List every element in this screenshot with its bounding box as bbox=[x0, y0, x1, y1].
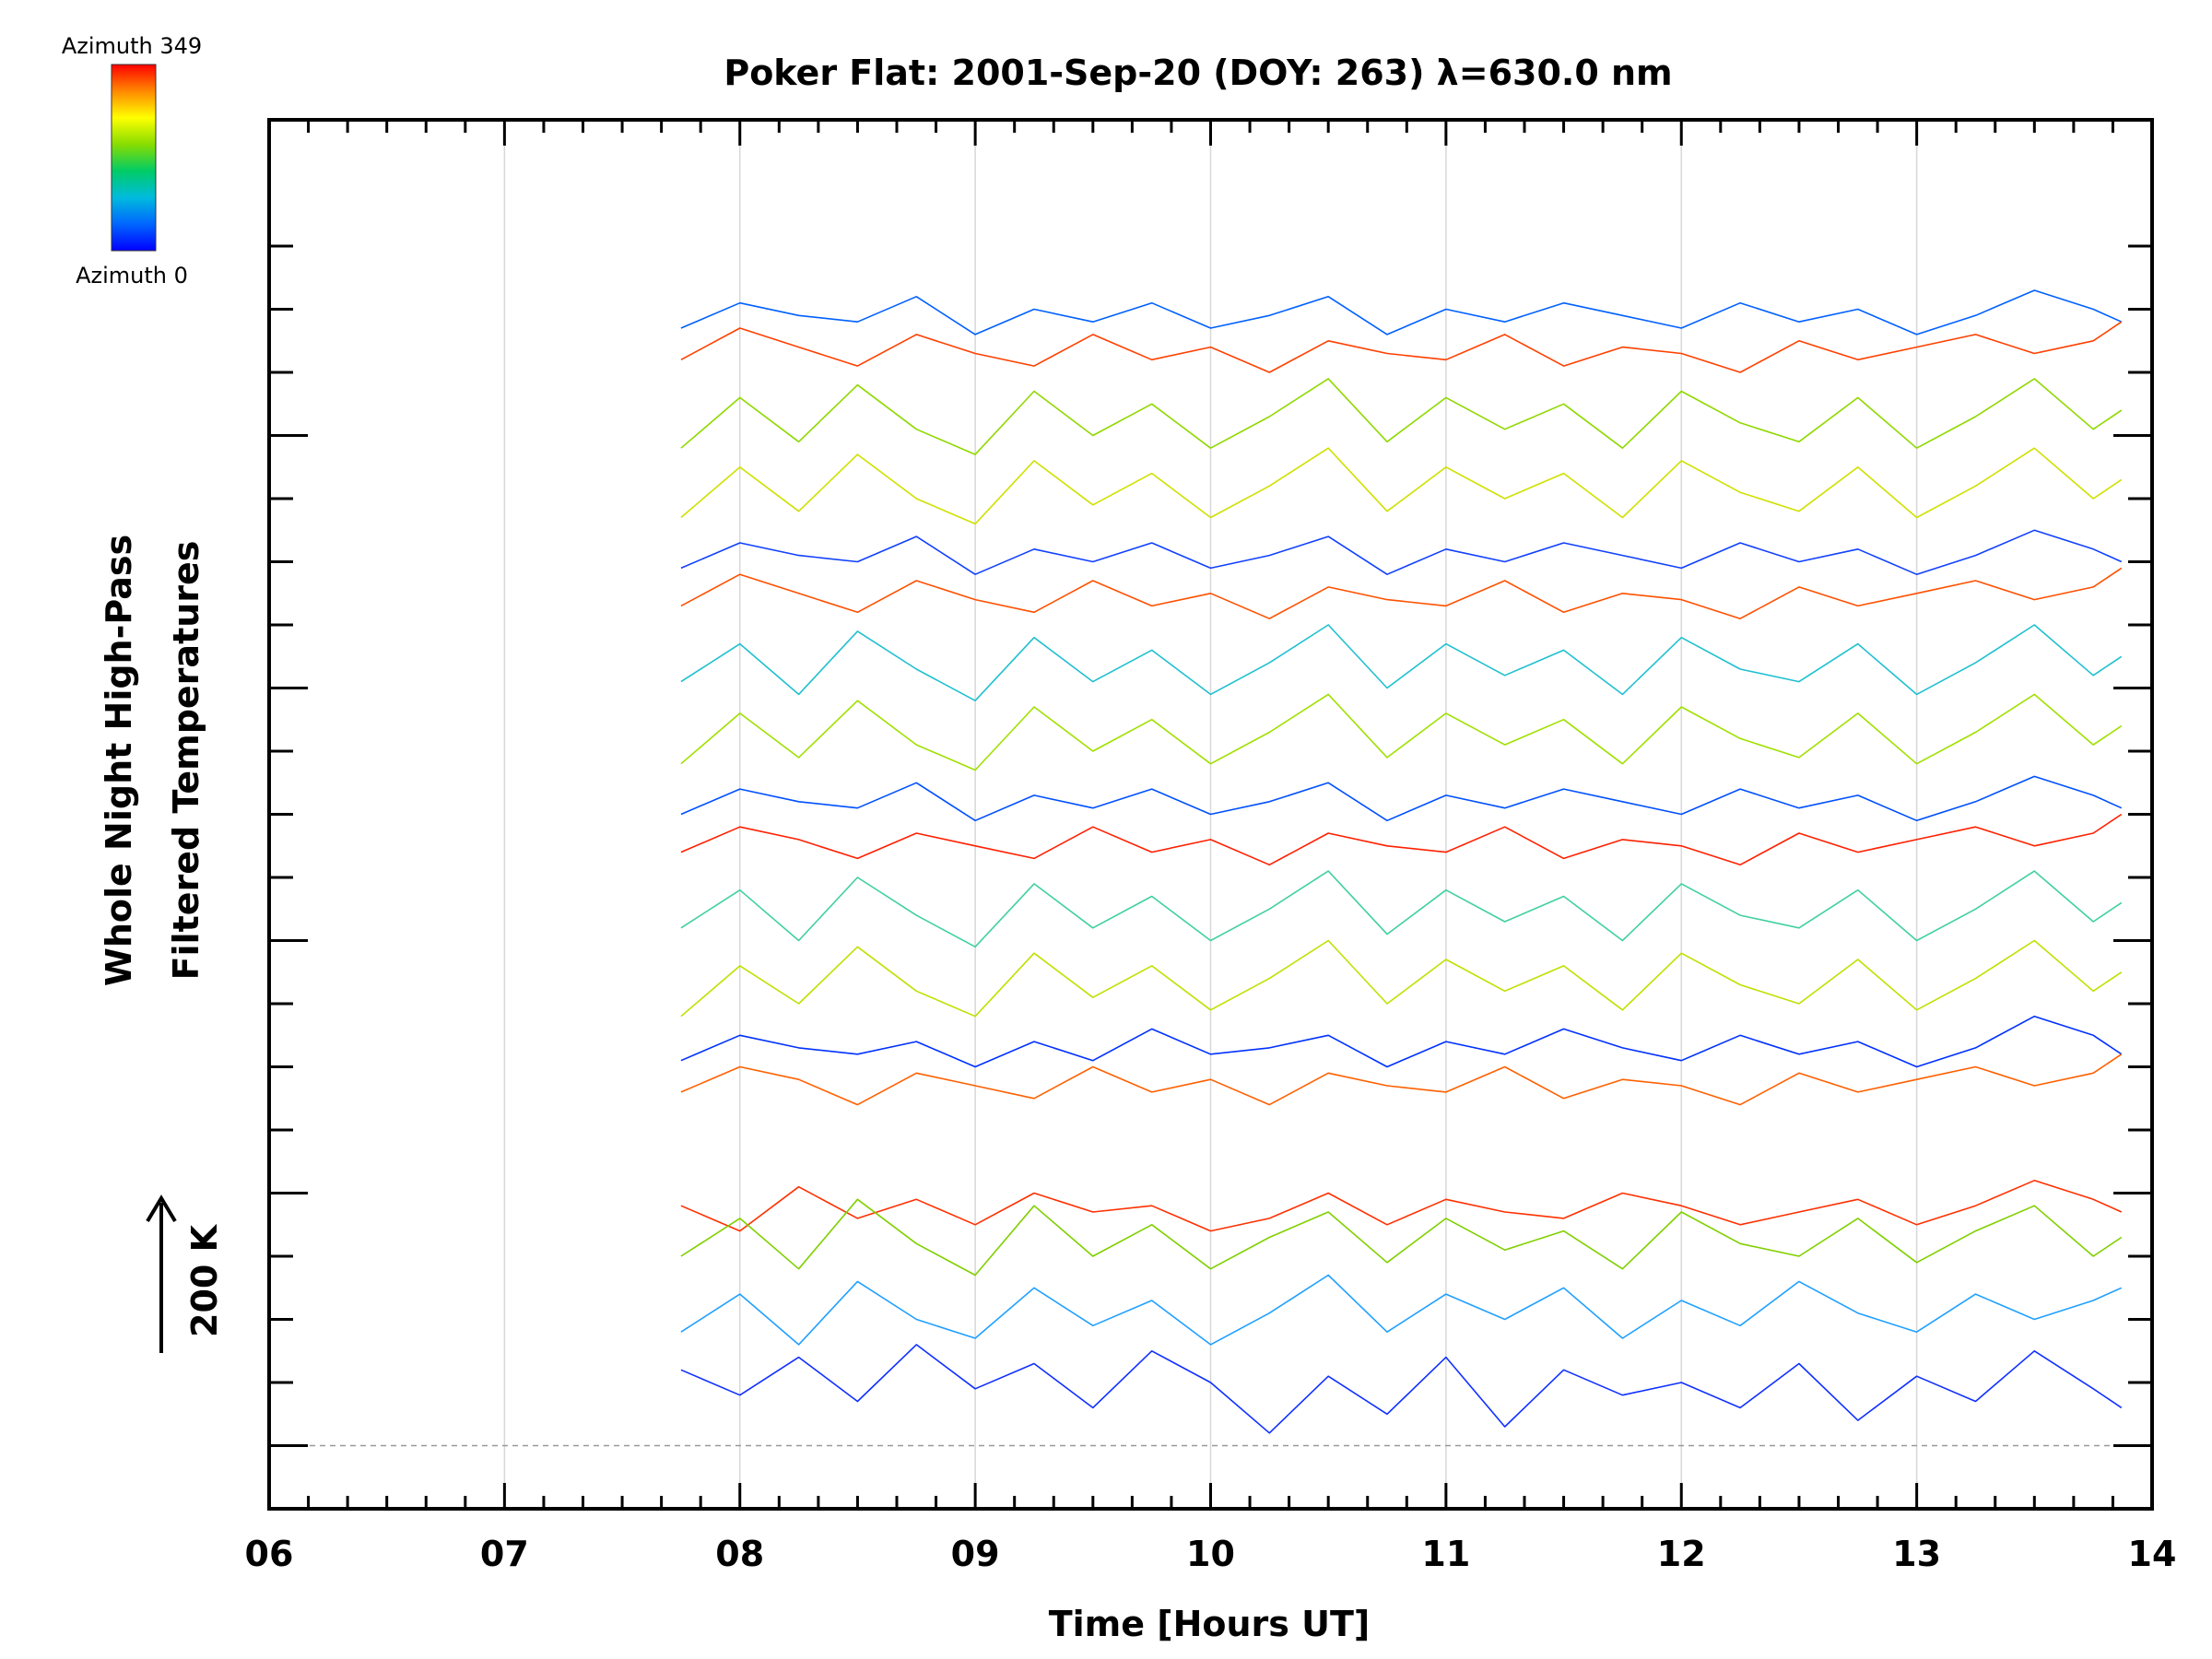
series-line bbox=[680, 775, 2123, 822]
x-tick-label: 06 bbox=[245, 1534, 294, 1574]
x-tick-label: 12 bbox=[1657, 1534, 1706, 1574]
y-axis-label-line1: Whole Night High-Pass bbox=[99, 535, 139, 986]
colorbar-bottom-label: Azimuth 0 bbox=[76, 263, 188, 288]
scale-label: 200 K bbox=[184, 1223, 225, 1337]
x-tick-label: 09 bbox=[951, 1534, 1000, 1574]
series-line bbox=[680, 870, 2123, 948]
x-tick-label: 10 bbox=[1186, 1534, 1235, 1574]
series-line bbox=[680, 693, 2123, 771]
series-line bbox=[680, 1274, 2123, 1346]
series-line bbox=[680, 1053, 2123, 1106]
series-line bbox=[680, 1198, 2123, 1277]
series-line bbox=[680, 1344, 2123, 1434]
colorbar-top-label: Azimuth 349 bbox=[62, 33, 202, 59]
series-line bbox=[680, 567, 2123, 620]
series-line bbox=[680, 289, 2123, 335]
series-line bbox=[680, 624, 2123, 702]
x-tick-label: 07 bbox=[480, 1534, 529, 1574]
x-tick-label: 11 bbox=[1421, 1534, 1470, 1574]
series-line bbox=[680, 1180, 2123, 1232]
x-tick-label: 14 bbox=[2128, 1534, 2177, 1574]
axes: 06 07 08 09 10 11 12 13 14 bbox=[245, 118, 2177, 1574]
series-line bbox=[680, 447, 2123, 525]
colorbar-gradient bbox=[111, 64, 157, 252]
colorbar: Azimuth 349 Azimuth 0 bbox=[62, 33, 202, 288]
scale-arrow-head bbox=[146, 1194, 177, 1223]
scale-arrow bbox=[146, 1194, 177, 1353]
series-line bbox=[680, 1015, 2123, 1068]
y-axis-label-line2: Filtered Temperatures bbox=[166, 541, 206, 981]
series-line bbox=[680, 529, 2123, 576]
series-group bbox=[680, 289, 2123, 1434]
series-line bbox=[680, 813, 2123, 866]
chart-title: Poker Flat: 2001-Sep-20 (DOY: 263) λ=630… bbox=[724, 53, 1672, 93]
series-line bbox=[680, 939, 2123, 1018]
x-tick-label: 08 bbox=[715, 1534, 764, 1574]
x-axis-label: Time [Hours UT] bbox=[1049, 1604, 1371, 1644]
series-line bbox=[680, 321, 2123, 373]
x-tick-label: 13 bbox=[1892, 1534, 1941, 1574]
series-line bbox=[680, 378, 2123, 455]
